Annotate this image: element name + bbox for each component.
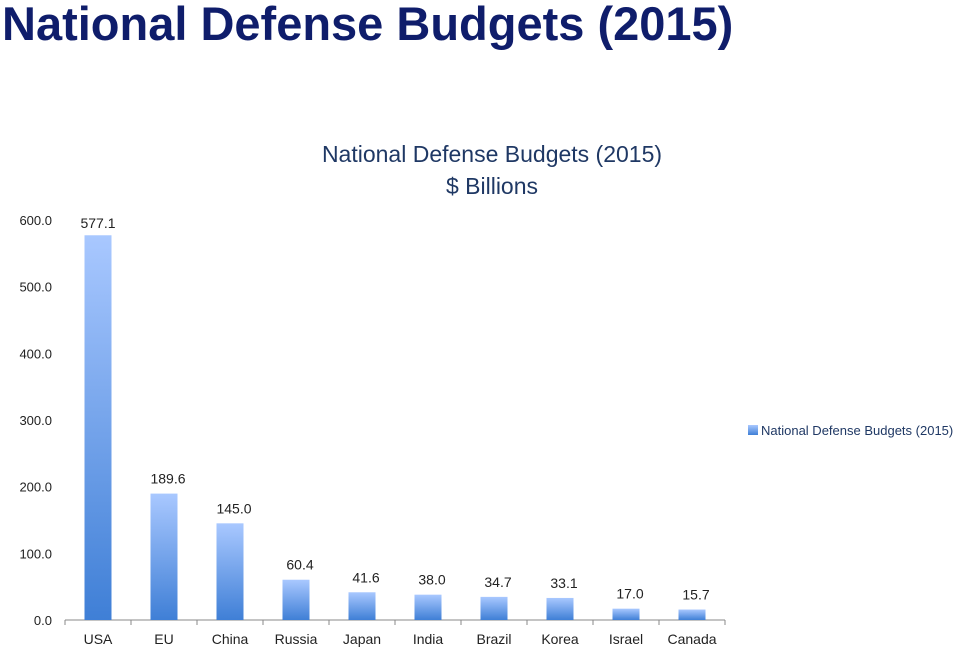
chart-title-line1: National Defense Budgets (2015) <box>322 141 662 167</box>
data-label: 15.7 <box>682 587 709 603</box>
bar-brazil <box>480 596 508 620</box>
data-label: 17.0 <box>616 586 643 602</box>
bar-eu <box>150 493 178 620</box>
bar-russia <box>282 579 310 620</box>
data-label: 60.4 <box>286 557 313 573</box>
x-tick-label: Russia <box>275 631 318 647</box>
data-label: 577.1 <box>80 215 115 231</box>
y-tick-label: 400.0 <box>19 346 52 361</box>
x-tick-label: Brazil <box>476 631 511 647</box>
slide-title: National Defense Budgets (2015) <box>2 0 734 50</box>
x-tick-label: Israel <box>609 631 643 647</box>
data-label: 34.7 <box>484 574 511 590</box>
y-tick-label: 0.0 <box>34 613 52 628</box>
x-tick-label: Korea <box>541 631 579 647</box>
legend-swatch <box>748 425 758 435</box>
y-tick-label: 500.0 <box>19 280 52 295</box>
data-label: 189.6 <box>150 471 185 487</box>
x-tick-label: China <box>212 631 249 647</box>
bar-korea <box>546 597 574 620</box>
y-tick-label: 600.0 <box>19 213 52 228</box>
bar-usa <box>84 235 112 620</box>
x-tick-label: India <box>413 631 444 647</box>
bar-canada <box>678 609 706 620</box>
bar-israel <box>612 608 640 620</box>
x-tick-label: Japan <box>343 631 381 647</box>
y-tick-label: 200.0 <box>19 480 52 495</box>
y-axis: 0.0 100.0 200.0 300.0 400.0 500.0 600.0 <box>19 213 52 628</box>
legend-label: National Defense Budgets (2015) <box>761 423 953 438</box>
bar-japan <box>348 592 376 620</box>
legend: National Defense Budgets (2015) <box>748 423 953 438</box>
data-label: 41.6 <box>352 569 379 585</box>
data-label: 38.0 <box>418 572 445 588</box>
bar-group: 577.1 189.6 145.0 60.4 41.6 38.0 34.7 33.1 17.0 1… <box>80 215 710 620</box>
data-label: 33.1 <box>550 575 577 591</box>
x-axis: USA EU China Russia Japan India Brazil Korea Isr… <box>64 620 726 647</box>
x-tick-label: Canada <box>667 631 716 647</box>
bar-india <box>414 594 442 620</box>
chart-title-line2: $ Billions <box>446 173 538 199</box>
y-tick-label: 100.0 <box>19 546 52 561</box>
x-tick-label: EU <box>154 631 173 647</box>
bar-china <box>216 523 244 620</box>
y-tick-label: 300.0 <box>19 413 52 428</box>
data-label: 145.0 <box>216 500 251 516</box>
x-tick-label: USA <box>84 631 113 647</box>
